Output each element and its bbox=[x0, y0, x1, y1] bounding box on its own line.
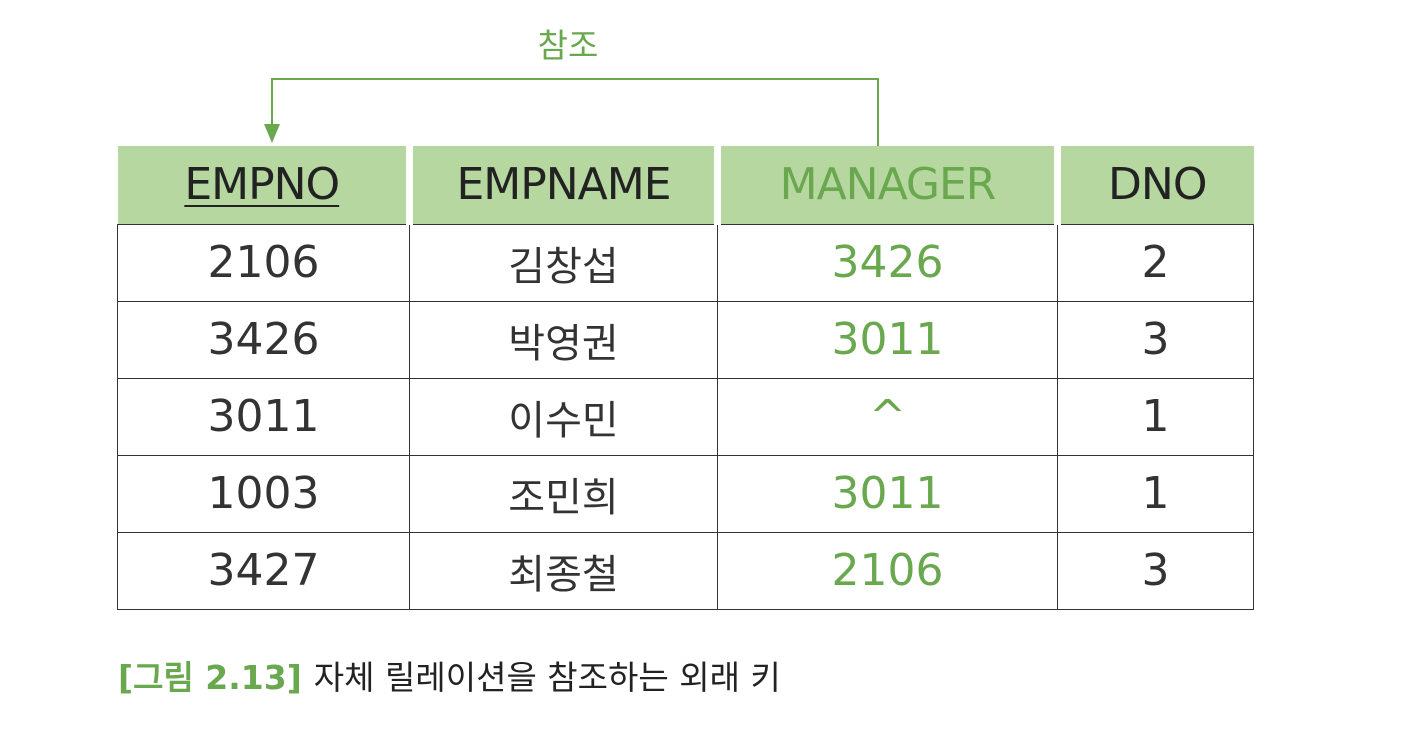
cell-empname: 박영권 bbox=[409, 300, 718, 379]
table-row: 2106 김창섭 3426 2 bbox=[117, 223, 1254, 302]
table-row: 1003 조민희 3011 1 bbox=[117, 454, 1254, 533]
reference-label: 참조 bbox=[537, 26, 599, 65]
cell-empno: 1003 bbox=[117, 454, 410, 533]
cell-dno: 1 bbox=[1057, 454, 1254, 533]
table-row: 3427 최종철 2106 3 bbox=[117, 531, 1254, 610]
employee-table: EMPNO EMPNAME MANAGER DNO 2106 김창섭 3426 … bbox=[117, 146, 1254, 610]
column-header-dno: DNO bbox=[1057, 146, 1254, 224]
column-header-empno: EMPNO bbox=[117, 146, 413, 224]
figure-caption: [그림 2.13] 자체 릴레이션을 참조하는 외래 키 bbox=[118, 656, 781, 700]
table-row: 3011 이수민 ^ 1 bbox=[117, 377, 1254, 456]
cell-empno: 3426 bbox=[117, 300, 410, 379]
table-row: 3426 박영권 3011 3 bbox=[117, 300, 1254, 379]
cell-empno: 3011 bbox=[117, 377, 410, 456]
cell-empname: 조민희 bbox=[409, 454, 718, 533]
column-header-empname: EMPNAME bbox=[409, 146, 721, 224]
reference-arrowhead bbox=[264, 124, 280, 143]
reference-arrow bbox=[264, 78, 879, 146]
cell-empno: 3427 bbox=[117, 531, 410, 610]
cell-manager: 3011 bbox=[717, 300, 1058, 379]
cell-empname: 최종철 bbox=[409, 531, 718, 610]
cell-manager: 3011 bbox=[717, 454, 1058, 533]
primary-key-label: EMPNO bbox=[184, 159, 340, 211]
cell-empname: 이수민 bbox=[409, 377, 718, 456]
cell-empno: 2106 bbox=[117, 223, 410, 302]
cell-manager: 3426 bbox=[717, 223, 1058, 302]
cell-manager: 2106 bbox=[717, 531, 1058, 610]
cell-manager-null: ^ bbox=[717, 377, 1058, 456]
cell-empname: 김창섭 bbox=[409, 223, 718, 302]
column-header-manager: MANAGER bbox=[717, 146, 1061, 224]
table-header-row: EMPNO EMPNAME MANAGER DNO bbox=[117, 146, 1254, 224]
cell-dno: 2 bbox=[1057, 223, 1254, 302]
cell-dno: 3 bbox=[1057, 531, 1254, 610]
figure-number: [그림 2.13] bbox=[118, 658, 302, 697]
reference-arrow-line bbox=[271, 78, 879, 146]
cell-dno: 3 bbox=[1057, 300, 1254, 379]
figure-caption-text: 자체 릴레이션을 참조하는 외래 키 bbox=[313, 658, 781, 697]
cell-dno: 1 bbox=[1057, 377, 1254, 456]
